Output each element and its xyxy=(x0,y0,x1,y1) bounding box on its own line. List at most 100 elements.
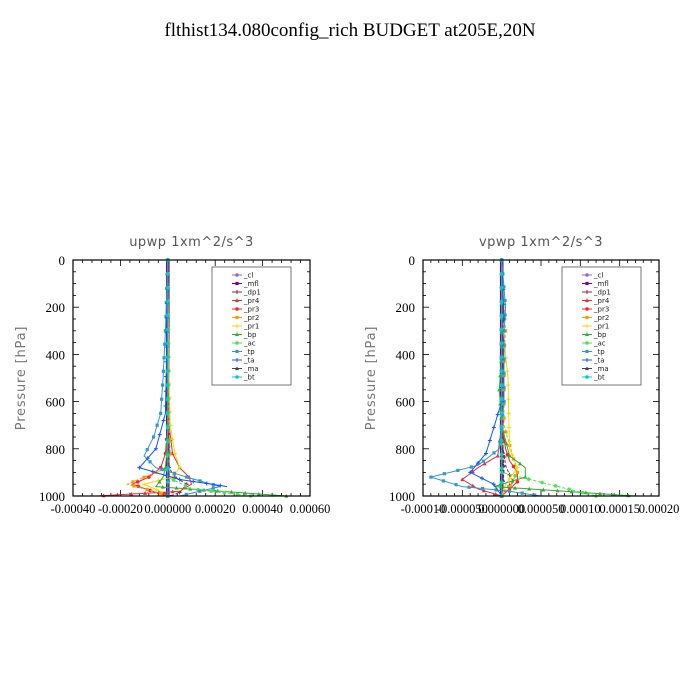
data-point xyxy=(166,341,170,346)
data-point xyxy=(229,489,234,494)
data-point xyxy=(256,491,261,496)
data-point xyxy=(499,327,504,332)
legend-label: _ta xyxy=(243,357,255,365)
data-point xyxy=(492,451,496,455)
y-tick-label: 200 xyxy=(46,300,66,315)
data-point xyxy=(491,425,496,430)
x-tick-label: 0.000000 xyxy=(144,502,191,516)
data-point xyxy=(142,475,146,479)
data-point xyxy=(145,487,149,492)
legend-label: _ma xyxy=(243,365,259,373)
data-point xyxy=(166,355,170,359)
data-point xyxy=(499,424,504,429)
data-point xyxy=(160,467,164,472)
legend-label: _pr1 xyxy=(243,323,259,331)
chart-vpwp: vpwp 1xm^2/s^3 Pressure [hPa] -0.00010-0.0… xyxy=(364,235,679,516)
legend-label: _pr4 xyxy=(243,297,260,305)
data-point xyxy=(476,460,481,465)
data-point xyxy=(499,452,504,457)
y-axis-label: Pressure [hPa] xyxy=(14,326,29,430)
data-point xyxy=(580,490,585,495)
data-point xyxy=(235,332,239,337)
y-tick-label: 1000 xyxy=(389,489,415,504)
legend-label: _tp xyxy=(243,348,255,356)
x-tick-label: -0.00010 xyxy=(401,502,446,516)
data-point xyxy=(157,432,162,437)
data-point xyxy=(585,298,589,303)
data-point xyxy=(154,487,159,492)
y-tick-label: 400 xyxy=(46,347,66,362)
data-point xyxy=(491,482,496,487)
data-point xyxy=(481,488,486,493)
data-point xyxy=(585,332,589,337)
legend-label: _pr2 xyxy=(593,314,609,322)
legend-label: _mfl xyxy=(593,280,609,288)
data-point xyxy=(151,435,156,439)
data-point xyxy=(502,400,506,404)
data-point xyxy=(235,358,239,362)
data-point xyxy=(518,461,523,466)
legend-box xyxy=(211,266,292,386)
data-point xyxy=(166,466,170,471)
data-point xyxy=(235,273,239,277)
legend-label: _bt xyxy=(593,374,605,382)
data-point xyxy=(555,488,560,493)
data-point xyxy=(235,349,239,354)
data-point xyxy=(131,480,135,484)
series-bt xyxy=(166,258,170,498)
y-tick-label: 600 xyxy=(396,395,416,410)
data-point xyxy=(456,468,460,472)
y-tick-label: 0 xyxy=(59,253,66,268)
series-line xyxy=(469,259,505,497)
series-tp xyxy=(429,258,542,497)
data-point xyxy=(235,281,239,286)
data-point xyxy=(198,489,202,493)
data-point xyxy=(480,476,484,481)
legend-label: _bp xyxy=(593,331,607,339)
legend-label: _ta xyxy=(593,357,605,365)
data-point xyxy=(503,298,507,303)
data-point xyxy=(511,464,516,469)
data-point xyxy=(585,315,589,320)
data-point xyxy=(166,272,170,276)
data-point xyxy=(482,461,487,466)
legend: _cl_mfl_dp1_pr4_pr3_pr2_pr1_bp_ac_tp_ta_… xyxy=(561,266,642,386)
y-tick-label: 1000 xyxy=(39,489,65,504)
data-point xyxy=(235,341,239,345)
y-tick-label: 400 xyxy=(396,347,416,362)
data-point xyxy=(501,413,505,417)
data-point xyxy=(541,487,546,492)
legend-label: _pr4 xyxy=(593,297,610,305)
data-point xyxy=(553,484,558,488)
data-point xyxy=(585,290,589,294)
data-point xyxy=(162,356,166,360)
data-point xyxy=(569,489,574,494)
data-point xyxy=(507,484,512,489)
data-point xyxy=(166,438,170,443)
data-point xyxy=(507,453,512,458)
data-point xyxy=(243,490,248,495)
data-point xyxy=(163,389,168,394)
data-point xyxy=(163,404,168,409)
data-point xyxy=(502,416,506,420)
data-point xyxy=(166,424,170,429)
data-point xyxy=(222,491,227,495)
data-point xyxy=(585,349,589,354)
data-point xyxy=(155,423,159,427)
x-tick-label: 0.00020 xyxy=(639,502,680,516)
data-point xyxy=(585,307,589,311)
data-point xyxy=(526,477,531,481)
legend-label: _pr2 xyxy=(243,314,259,322)
data-point xyxy=(515,465,520,470)
data-point xyxy=(499,383,504,387)
data-point xyxy=(157,479,162,484)
data-point xyxy=(235,290,239,294)
data-point xyxy=(527,486,532,491)
data-point xyxy=(163,329,168,333)
data-point xyxy=(166,480,170,484)
data-point xyxy=(515,480,520,484)
data-point xyxy=(502,285,506,289)
series-line xyxy=(126,260,171,497)
data-point xyxy=(499,285,504,290)
